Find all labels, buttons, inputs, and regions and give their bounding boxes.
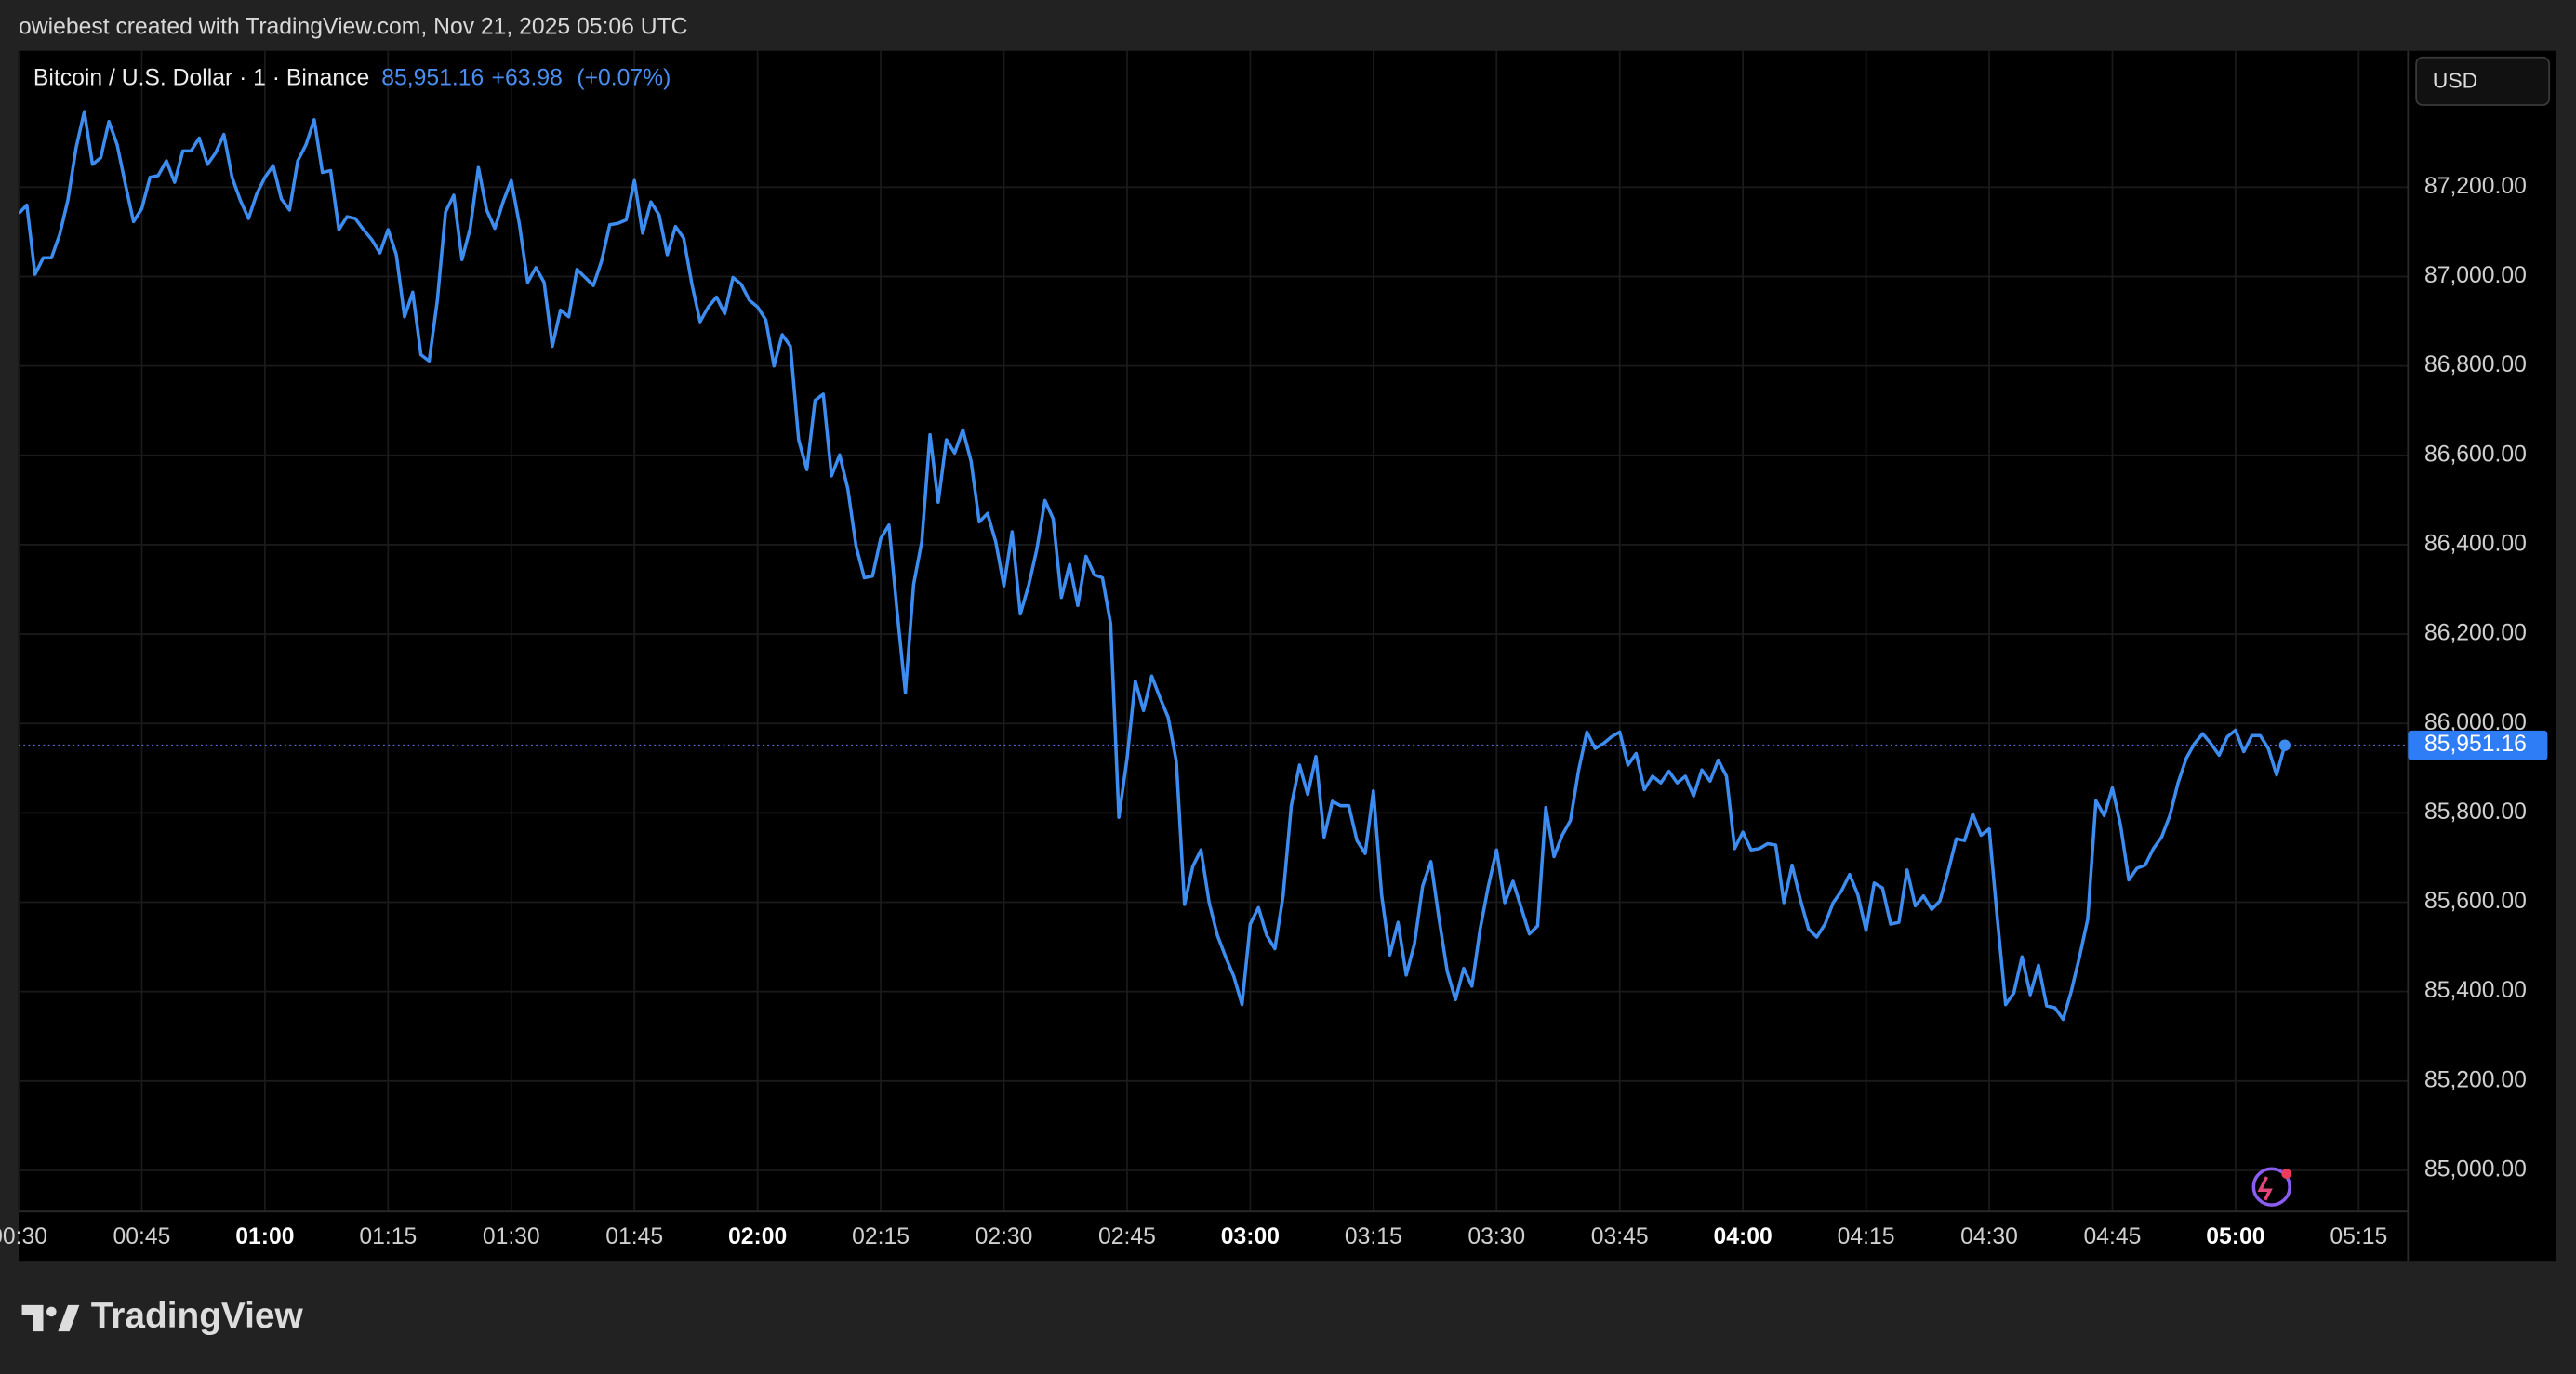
- currency-button[interactable]: [2415, 56, 2551, 106]
- last-price-label: 85,951.16: [2424, 732, 2527, 757]
- plot: [19, 110, 2409, 1022]
- chart-frame: [19, 50, 2556, 1262]
- x-tick-label: 04:30: [1960, 1224, 2018, 1249]
- y-tick-label: 86,800.00: [2424, 352, 2527, 377]
- x-tick-label: 03:00: [1221, 1224, 1280, 1249]
- y-tick-label: 85,000.00: [2424, 1156, 2527, 1182]
- chart-title: Bitcoin / U.S. Dollar · 1 · Binance: [33, 65, 369, 90]
- y-tick-label: 85,200.00: [2424, 1067, 2527, 1092]
- x-tick-label: 03:15: [1345, 1224, 1402, 1249]
- y-tick-label: 87,200.00: [2424, 174, 2527, 199]
- x-tick-label: 01:00: [235, 1224, 294, 1249]
- grid: [18, 50, 2409, 1212]
- price-line: [19, 110, 2287, 1022]
- brand-logo: [21, 1304, 80, 1332]
- x-tick-label: 01:15: [359, 1224, 417, 1249]
- x-tick-label: 00:30: [0, 1224, 47, 1249]
- y-tick-label: 85,800.00: [2424, 799, 2527, 825]
- last-point: [2278, 739, 2291, 751]
- x-tick-label: 02:30: [976, 1224, 1033, 1249]
- x-tick-label: 00:45: [113, 1224, 171, 1249]
- x-tick-label: 02:00: [728, 1224, 787, 1249]
- x-tick-label: 02:45: [1098, 1224, 1156, 1249]
- y-tick-label: 86,400.00: [2424, 531, 2527, 556]
- x-tick-label: 01:30: [483, 1224, 540, 1249]
- x-tick-label: 02:15: [852, 1224, 910, 1249]
- x-tick-label: 05:00: [2206, 1224, 2264, 1249]
- y-tick-label: 86,200.00: [2424, 621, 2527, 646]
- x-tick-label: 05:15: [2330, 1224, 2387, 1249]
- y-tick-label: 85,400.00: [2424, 978, 2527, 1003]
- x-tick-label: 04:00: [1714, 1224, 1773, 1249]
- axes: 85,000.00 85,200.00 85,400.00 85,600.00 85,8…: [0, 174, 2548, 1249]
- x-tick-label: 04:15: [1838, 1224, 1895, 1249]
- brand-name: TradingView: [91, 1296, 304, 1336]
- y-tick-label: 87,000.00: [2424, 263, 2527, 288]
- header-change-pct: (+0.07%): [577, 65, 671, 90]
- last-price-box: [2408, 730, 2548, 760]
- y-tick-label: 85,600.00: [2424, 889, 2527, 914]
- y-tick-label: 86,600.00: [2424, 442, 2527, 467]
- x-tick-label: 03:30: [1467, 1224, 1525, 1249]
- x-tick-label: 01:45: [605, 1224, 663, 1249]
- assistant-icon[interactable]: [2251, 1167, 2291, 1207]
- currency-label[interactable]: USD: [2433, 68, 2477, 92]
- x-tick-label: 04:45: [2084, 1224, 2142, 1249]
- x-tick-label: 03:45: [1591, 1224, 1649, 1249]
- header-price: 85,951.16: [381, 65, 484, 90]
- header-change: +63.98: [492, 65, 563, 90]
- byline: owiebest created with TradingView.com, N…: [19, 15, 688, 40]
